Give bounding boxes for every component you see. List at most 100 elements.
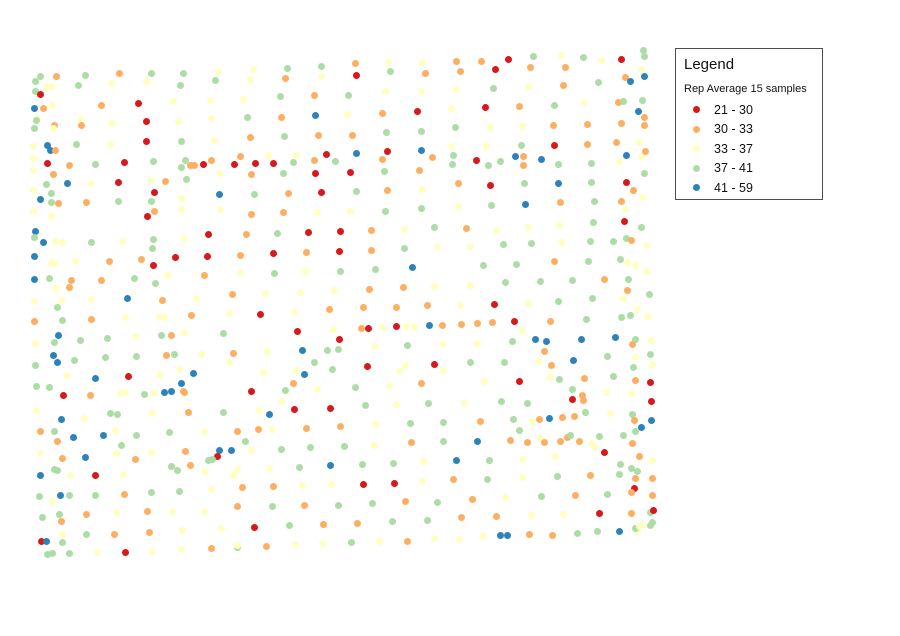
sample-point xyxy=(268,502,276,510)
legend-item-label: 33 - 37 xyxy=(714,141,753,156)
sample-point xyxy=(29,154,37,162)
sample-point xyxy=(578,391,586,399)
sample-point xyxy=(577,335,585,343)
sample-point xyxy=(329,325,337,333)
sample-point xyxy=(317,188,325,196)
sample-point xyxy=(313,385,321,393)
sample-point xyxy=(91,471,99,479)
sample-point xyxy=(347,538,355,546)
sample-point xyxy=(510,317,518,325)
sample-point xyxy=(506,436,514,444)
sample-point xyxy=(549,121,557,129)
sample-point xyxy=(280,132,288,140)
sample-point xyxy=(70,356,78,364)
sample-point xyxy=(39,238,47,246)
sample-point xyxy=(630,484,638,492)
sample-point xyxy=(438,321,446,329)
sample-point xyxy=(478,532,486,540)
sample-point xyxy=(254,425,262,433)
sample-point xyxy=(317,62,325,70)
sample-point xyxy=(233,465,241,473)
sample-point xyxy=(215,446,223,454)
sample-point xyxy=(568,276,576,284)
sample-point xyxy=(595,509,603,517)
sample-point xyxy=(29,142,37,150)
sample-point xyxy=(270,269,278,277)
sample-point xyxy=(200,427,208,435)
sample-point xyxy=(627,488,635,496)
sample-point xyxy=(627,236,635,244)
sample-point xyxy=(587,439,595,447)
sample-point xyxy=(211,76,219,84)
sample-point xyxy=(447,142,455,150)
sample-point xyxy=(233,427,241,435)
sample-point xyxy=(143,212,151,220)
sample-point xyxy=(46,146,54,154)
sample-point xyxy=(402,322,410,330)
sample-point xyxy=(346,207,354,215)
sample-point xyxy=(476,417,484,425)
sample-point xyxy=(486,123,494,131)
sample-point xyxy=(515,377,523,385)
sample-point xyxy=(160,388,168,396)
sample-point xyxy=(617,119,625,127)
sample-point xyxy=(149,235,157,243)
sample-point xyxy=(48,549,56,557)
sample-point xyxy=(93,548,101,556)
sample-point xyxy=(301,267,309,275)
sample-point xyxy=(31,227,39,235)
sample-point xyxy=(214,67,222,75)
sample-point xyxy=(207,156,215,164)
sample-point xyxy=(640,72,648,80)
sample-point xyxy=(313,208,321,216)
sample-point xyxy=(285,521,293,529)
sample-point xyxy=(580,98,588,106)
sample-point xyxy=(526,63,534,71)
sample-point xyxy=(647,397,655,405)
sample-point xyxy=(363,362,371,370)
sample-point xyxy=(418,477,426,485)
sample-point xyxy=(101,353,109,361)
sample-point xyxy=(323,346,331,354)
sample-point xyxy=(82,530,90,538)
sample-point xyxy=(233,502,241,510)
sample-point xyxy=(310,156,318,164)
sample-point xyxy=(137,255,145,263)
sample-point xyxy=(637,152,645,160)
sample-point xyxy=(66,471,74,479)
sample-point xyxy=(368,499,376,507)
sample-point xyxy=(648,491,656,499)
sample-point xyxy=(403,537,411,545)
sample-point xyxy=(430,360,438,368)
sample-point xyxy=(582,315,590,323)
sample-point xyxy=(143,507,151,515)
sample-point xyxy=(556,437,564,445)
sample-point xyxy=(277,445,285,453)
sample-point xyxy=(609,237,617,245)
sample-point xyxy=(602,388,610,396)
sample-point xyxy=(37,537,45,545)
legend-swatch-icon xyxy=(693,164,700,172)
sample-point xyxy=(247,170,255,178)
sample-point xyxy=(328,365,336,373)
sample-point xyxy=(392,400,400,408)
sample-point xyxy=(213,452,221,460)
sample-point xyxy=(335,335,343,343)
sample-point xyxy=(509,415,517,423)
sample-point xyxy=(325,305,333,313)
sample-point xyxy=(554,297,562,305)
sample-point xyxy=(47,189,55,197)
sample-point xyxy=(167,387,175,395)
sample-point xyxy=(587,159,595,167)
sample-point xyxy=(65,549,73,557)
sample-point xyxy=(536,277,544,285)
sample-point xyxy=(51,146,59,154)
sample-point xyxy=(454,179,462,187)
sample-point xyxy=(571,491,579,499)
sample-point xyxy=(388,517,396,525)
sample-point xyxy=(482,142,490,150)
sample-point xyxy=(640,121,648,129)
sample-point xyxy=(35,492,43,500)
sample-point xyxy=(531,335,539,343)
sample-point xyxy=(229,471,237,479)
